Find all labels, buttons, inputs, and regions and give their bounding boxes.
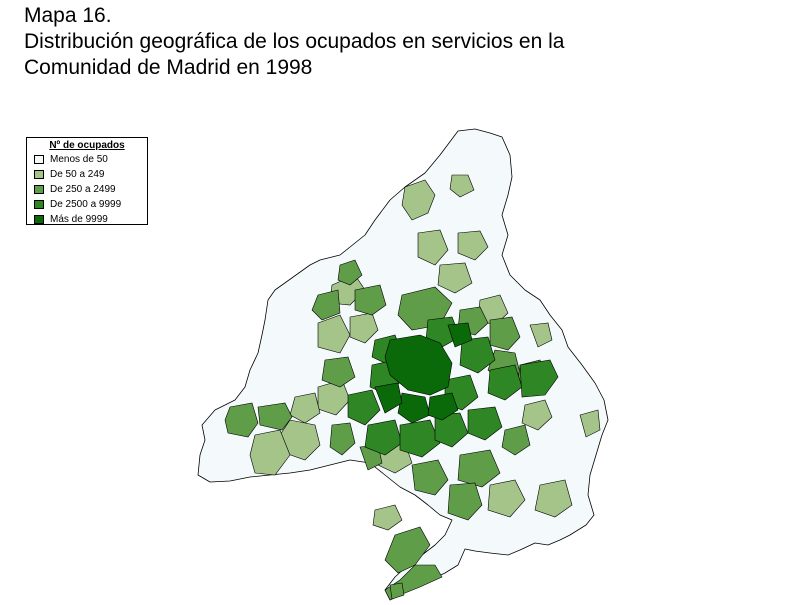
municipality (257, 402, 293, 431)
municipality (457, 449, 501, 488)
municipality (521, 399, 553, 431)
municipality (437, 262, 473, 294)
municipality (487, 479, 526, 518)
municipality (374, 382, 403, 414)
municipality (467, 406, 503, 441)
map-title-line-2: Comunidad de Madrid en 1998 (24, 56, 313, 79)
municipality (434, 412, 469, 448)
municipality (501, 424, 531, 456)
legend-item-label: De 250 a 2499 (50, 184, 116, 195)
legend-swatch (34, 200, 44, 209)
map-title-line-1: Distribución geográfica de los ocupados … (24, 30, 565, 53)
municipality (347, 389, 381, 426)
map-legend: Nº de ocupados Menos de 50 De 50 a 249 D… (26, 137, 148, 225)
legend-item-label: Más de 9999 (50, 214, 108, 225)
legend-swatch (34, 185, 44, 194)
municipality (487, 364, 523, 401)
legend-title: Nº de ocupados (49, 140, 125, 151)
municipalities-map (197, 128, 609, 601)
municipality (519, 359, 559, 398)
municipality (417, 229, 449, 266)
legend-swatch (34, 170, 44, 179)
legend-item-50-249: De 50 a 249 (27, 167, 147, 182)
legend-item-2500-9999: De 2500 a 9999 (27, 197, 147, 212)
municipality (224, 402, 259, 438)
municipality (289, 392, 321, 424)
municipality (447, 322, 473, 348)
municipality (321, 356, 356, 388)
legend-swatch (34, 155, 44, 164)
municipality (389, 582, 405, 600)
municipality (579, 409, 601, 438)
municipality (317, 314, 351, 354)
map-number: Mapa 16. (24, 4, 112, 27)
legend-item-mas-9999: Más de 9999 (27, 212, 147, 227)
municipality (449, 174, 475, 198)
municipality (337, 259, 363, 286)
legend-item-label: De 50 a 249 (50, 169, 105, 180)
municipality (399, 419, 441, 458)
municipality (397, 392, 431, 424)
legend-item-menos-50: Menos de 50 (27, 152, 147, 167)
legend-item-250-2499: De 250 a 2499 (27, 182, 147, 197)
municipality (534, 479, 573, 518)
municipality (411, 459, 449, 496)
municipality (354, 284, 387, 316)
municipality (447, 482, 483, 521)
municipality (329, 422, 356, 456)
municipality (529, 322, 553, 348)
municipality (249, 429, 291, 476)
municipality (459, 336, 496, 374)
municipality-madrid (384, 334, 453, 396)
legend-item-label: De 2500 a 9999 (50, 199, 122, 210)
municipality (401, 179, 436, 221)
map-title: Mapa 16. Distribución geográfica de los … (24, 3, 564, 81)
municipality (372, 504, 403, 531)
municipality (489, 316, 521, 351)
legend-item-label: Menos de 50 (50, 154, 108, 165)
legend-swatch (34, 215, 44, 224)
municipality (364, 419, 403, 456)
municipality (311, 289, 341, 321)
municipality (457, 230, 489, 261)
municipality (427, 392, 459, 421)
